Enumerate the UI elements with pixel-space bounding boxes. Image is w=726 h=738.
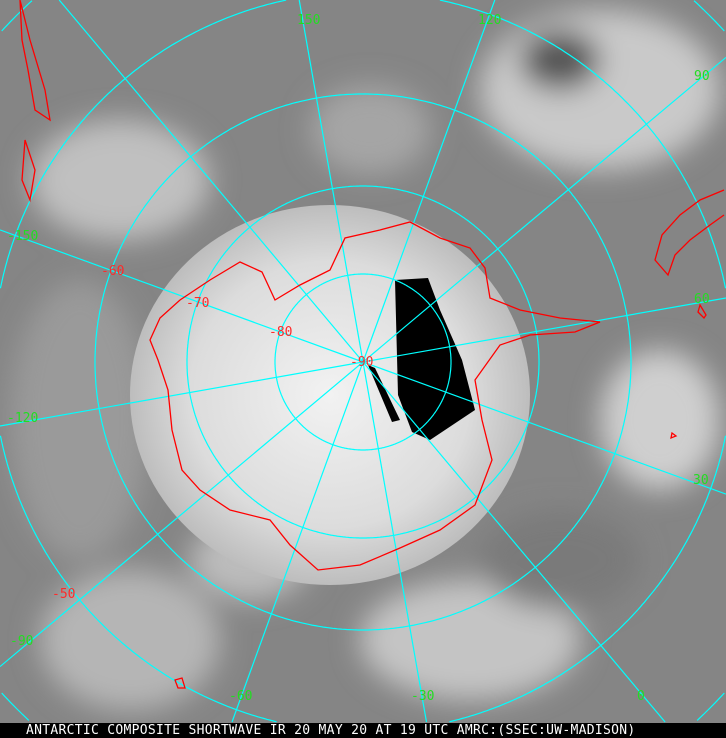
latitude-circle <box>1 692 30 721</box>
meridian-line <box>231 361 364 723</box>
meridian-line <box>362 361 726 495</box>
latitude-circle <box>186 185 540 539</box>
lon-label-90: 90 <box>694 69 710 84</box>
meridian-line <box>362 361 428 723</box>
meridian-line <box>58 0 364 363</box>
latitude-circle <box>0 435 277 723</box>
south-america-coastline <box>654 189 725 277</box>
lon-label-30: 30 <box>693 473 709 488</box>
lon-label-minus30: -30 <box>411 689 434 704</box>
latitude-circle <box>449 435 726 723</box>
meridian-line <box>362 297 726 363</box>
latitude-circle <box>0 0 287 289</box>
map-canvas: 150 120 90 60 30 0 -30 -60 -90 -120 -150… <box>0 0 726 723</box>
latitude-circle <box>94 93 632 631</box>
meridian-line <box>0 229 364 363</box>
latitude-labels: -50 -60 -70 -80 -90 <box>52 264 373 602</box>
meridian-line <box>0 361 364 668</box>
longitude-labels: 150 120 90 60 30 0 -30 -60 -90 -120 -150 <box>7 13 710 704</box>
lat-label-minus60: -60 <box>101 264 124 279</box>
latitude-circle <box>1 0 33 32</box>
meridian-line <box>0 361 364 427</box>
lon-label-minus120: -120 <box>7 411 38 426</box>
lat-lon-grid <box>0 0 726 723</box>
lat-label-minus70: -70 <box>186 296 209 311</box>
latitude-circle <box>274 273 452 451</box>
lat-label-minus50: -50 <box>52 587 75 602</box>
lon-label-60: 60 <box>694 292 710 307</box>
latitude-circle <box>696 692 725 721</box>
image-caption: ANTARCTIC COMPOSITE SHORTWAVE IR 20 MAY … <box>0 723 726 738</box>
lon-label-120: 120 <box>478 13 501 28</box>
lat-label-minus80: -80 <box>269 325 292 340</box>
meridian-line <box>362 361 666 723</box>
coastlines <box>19 0 725 689</box>
lon-label-0: 0 <box>637 689 645 704</box>
latitude-circle <box>439 0 726 289</box>
lon-label-minus90: -90 <box>10 634 33 649</box>
lon-label-minus60: -60 <box>229 689 252 704</box>
meridian-line <box>298 0 364 363</box>
lat-label-minus90: -90 <box>350 355 373 370</box>
meridian-line <box>362 56 726 363</box>
new-zealand-coastline <box>19 0 51 203</box>
data-void-strip <box>368 365 400 422</box>
island-coastline <box>174 303 707 689</box>
antarctica-coastline <box>149 221 601 571</box>
lon-label-minus150: -150 <box>7 229 38 244</box>
latitude-circle <box>693 0 725 32</box>
lon-label-150: 150 <box>297 13 320 28</box>
meridian-line <box>362 0 496 363</box>
